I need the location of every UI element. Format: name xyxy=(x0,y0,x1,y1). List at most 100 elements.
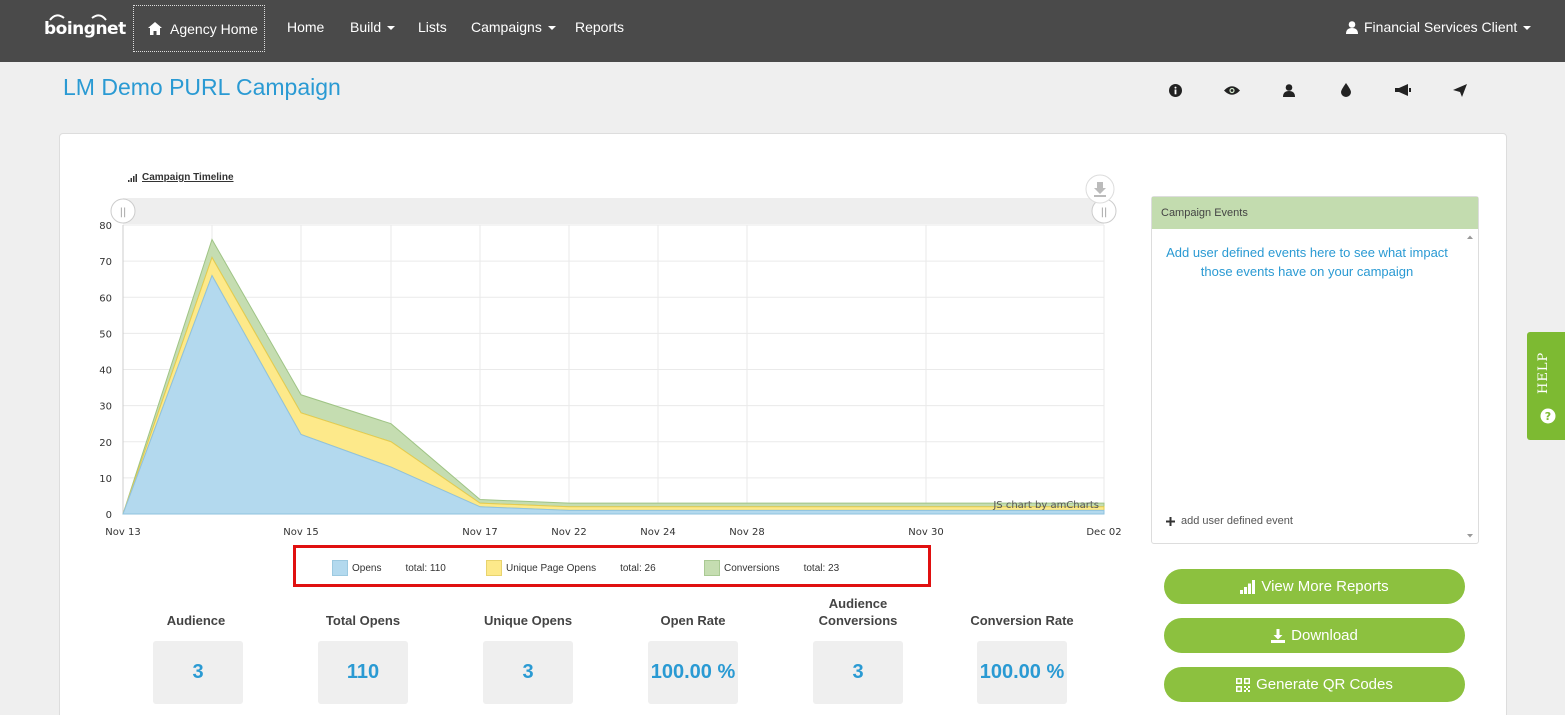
chevron-down-icon xyxy=(1523,25,1532,30)
scrollbar-left-handle[interactable] xyxy=(110,198,136,224)
x-tick-label: Nov 30 xyxy=(908,527,943,538)
scroll-down-icon xyxy=(1467,534,1473,538)
send-button[interactable] xyxy=(1433,72,1487,108)
legend-label-opens: Opens xyxy=(352,562,382,574)
legend-swatch-unique-page-opens xyxy=(486,560,502,576)
nav-campaigns-label: Campaigns xyxy=(471,19,542,35)
eye-icon xyxy=(1224,85,1240,95)
nav-lists-label: Lists xyxy=(418,19,447,35)
nav-build[interactable]: Build xyxy=(350,0,396,55)
y-tick-label: 0 xyxy=(106,510,112,521)
logo-text: boingnet xyxy=(44,19,126,39)
x-tick-label: Nov 24 xyxy=(640,527,675,538)
amcharts-credit[interactable]: JS chart by amCharts xyxy=(992,500,1099,511)
qr-code-icon xyxy=(1236,677,1251,692)
y-tick-label: 80 xyxy=(99,221,112,232)
campaign-events-message: Add user defined events here to see what… xyxy=(1166,245,1448,279)
legend-swatch-opens xyxy=(332,560,348,576)
view-more-reports-button[interactable]: View More Reports xyxy=(1164,569,1465,604)
campaign-events-header: Campaign Events xyxy=(1152,197,1478,229)
chevron-down-icon xyxy=(547,26,556,31)
y-tick-label: 30 xyxy=(99,402,112,413)
agency-home-label: Agency Home xyxy=(170,20,258,37)
download-button[interactable]: Download xyxy=(1164,618,1465,653)
download-icon-base xyxy=(1094,195,1106,197)
stat-value-open-rate: 100.00 % xyxy=(648,641,738,704)
page-title: LM Demo PURL Campaign xyxy=(63,74,341,100)
legend-label-unique-page-opens: Unique Page Opens xyxy=(506,562,597,574)
y-tick-label: 10 xyxy=(99,474,112,485)
nav-home-label: Home xyxy=(287,19,325,35)
legend-total-opens: total: 110 xyxy=(405,562,446,574)
stat-label-open-rate: Open Rate xyxy=(660,613,726,628)
scrollbar-right-grip: || xyxy=(1101,207,1108,218)
y-tick-label: 60 xyxy=(99,293,112,304)
stat-value-conversion-rate: 100.00 % xyxy=(977,641,1067,704)
logo-wings-icon xyxy=(49,14,107,21)
scroll-up-icon xyxy=(1467,235,1473,239)
stat-label-unique-opens: Unique Opens xyxy=(483,613,573,628)
download-label: Download xyxy=(1291,627,1358,644)
chevron-down-icon xyxy=(387,26,396,31)
legend-label-conversions: Conversions xyxy=(724,562,780,574)
y-tick-label: 70 xyxy=(99,257,112,268)
x-tick-label: Nov 22 xyxy=(551,527,586,538)
campaign-timeline-link[interactable]: Campaign Timeline xyxy=(128,172,234,183)
home-icon xyxy=(148,22,162,35)
nav-home[interactable]: Home xyxy=(287,0,324,55)
chart-scrollbar[interactable] xyxy=(123,198,1104,224)
stat-label-conversion-rate: Conversion Rate xyxy=(970,613,1074,628)
stat-value-audience: 3 xyxy=(153,641,243,704)
legend-swatch-conversions xyxy=(704,560,720,576)
y-tick-label: 40 xyxy=(99,366,112,377)
preview-button[interactable] xyxy=(1205,72,1259,108)
legend-item-opens[interactable]: Opens total: 110 xyxy=(332,560,446,576)
download-icon xyxy=(1094,182,1106,194)
legend-item-conversions[interactable]: Conversions total: 23 xyxy=(704,560,839,576)
stat-label-audience: Audience xyxy=(166,613,226,628)
x-tick-label: Nov 15 xyxy=(283,527,318,538)
stat-label-total-opens: Total Opens xyxy=(325,613,401,628)
nav-campaigns[interactable]: Campaigns xyxy=(471,0,556,55)
nav-lists[interactable]: Lists xyxy=(418,0,447,55)
download-icon xyxy=(1271,628,1286,643)
audience-button[interactable] xyxy=(1262,72,1316,108)
x-tick-label: Nov 28 xyxy=(729,527,764,538)
y-tick-label: 50 xyxy=(99,329,112,340)
boingnet-logo[interactable]: boingnet xyxy=(44,12,126,46)
scrollbar-left-grip: || xyxy=(120,207,127,218)
nav-reports-label: Reports xyxy=(575,19,625,35)
stat-value-total-opens: 110 xyxy=(318,641,408,704)
stat-value-unique-opens: 3 xyxy=(483,641,573,704)
bar-chart-icon xyxy=(128,173,137,182)
help-label: HELP xyxy=(1536,351,1551,394)
legend-total-unique-page-opens: total: 26 xyxy=(620,562,656,574)
help-tab[interactable]: HELP ? xyxy=(1527,332,1565,440)
nav-build-label: Build xyxy=(350,19,382,35)
stat-label-audience-conversions: Audience Conversions xyxy=(818,596,898,628)
campaign-events-panel: Campaign Events Add user defined events … xyxy=(1151,196,1479,544)
chart-legend: Opens total: 110 Unique Page Opens total… xyxy=(293,545,931,587)
promote-button[interactable] xyxy=(1376,72,1430,108)
info-icon xyxy=(1168,83,1182,97)
campaign-timeline-label: Campaign Timeline xyxy=(142,172,234,183)
drop-icon xyxy=(1341,83,1351,97)
info-button[interactable] xyxy=(1148,72,1202,108)
add-user-defined-event-link[interactable]: add user defined event xyxy=(1166,515,1293,527)
generate-qr-codes-button[interactable]: Generate QR Codes xyxy=(1164,667,1465,702)
generate-qr-codes-label: Generate QR Codes xyxy=(1256,676,1393,693)
user-menu-label: Financial Services Client xyxy=(1364,19,1518,35)
plus-icon xyxy=(1166,516,1175,526)
legend-total-conversions: total: 23 xyxy=(803,562,840,574)
svg-text:?: ? xyxy=(1545,410,1551,423)
nav-reports[interactable]: Reports xyxy=(575,0,624,55)
view-more-reports-label: View More Reports xyxy=(1261,578,1389,595)
events-scrollbar[interactable] xyxy=(1462,229,1478,544)
bar-chart-icon xyxy=(1240,579,1256,594)
user-menu[interactable]: Financial Services Client xyxy=(1346,0,1532,55)
top-navbar: boingnet Agency Home Home Build Lists Ca… xyxy=(0,0,1565,62)
design-button[interactable] xyxy=(1319,72,1373,108)
agency-home-button[interactable]: Agency Home xyxy=(133,5,265,52)
legend-item-unique-page-opens[interactable]: Unique Page Opens total: 26 xyxy=(486,560,656,576)
y-tick-label: 20 xyxy=(99,438,112,449)
